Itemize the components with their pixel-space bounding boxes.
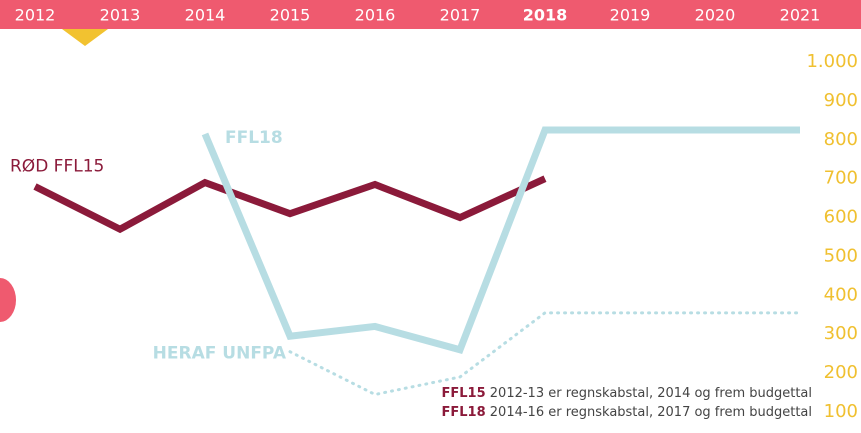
note: FFL18 2014-16 er regnskabstal, 2017 og f… bbox=[442, 405, 813, 420]
note: FFL15 2012-13 er regnskabstal, 2014 og f… bbox=[442, 386, 813, 401]
x-tick-label: 2018 bbox=[523, 6, 568, 25]
notes: FFL15 2012-13 er regnskabstal, 2014 og f… bbox=[442, 386, 813, 420]
x-tick-label: 2020 bbox=[695, 6, 736, 25]
y-tick-label: 1.000 bbox=[806, 51, 858, 72]
y-tick-label: 400 bbox=[824, 284, 858, 305]
x-tick-label: 2017 bbox=[440, 6, 481, 25]
x-tick-label: 2012 bbox=[15, 6, 56, 25]
y-tick-label: 900 bbox=[824, 90, 858, 111]
y-tick-label: 800 bbox=[824, 129, 858, 150]
x-tick-label: 2013 bbox=[100, 6, 141, 25]
x-tick-label: 2016 bbox=[355, 6, 396, 25]
y-tick-label: 600 bbox=[824, 207, 858, 228]
x-tick-label: 2014 bbox=[185, 6, 226, 25]
series-label: HERAF UNFPA bbox=[153, 344, 287, 364]
year-bar bbox=[0, 0, 861, 29]
note-key: FFL15 bbox=[442, 386, 486, 401]
series-line bbox=[33, 175, 547, 234]
y-tick-label: 100 bbox=[824, 401, 858, 422]
y-tick-label: 500 bbox=[824, 245, 858, 266]
x-tick-label: 2015 bbox=[270, 6, 311, 25]
x-tick-label: 2019 bbox=[610, 6, 651, 25]
note-text: 2012-13 er regnskabstal, 2014 og frem bu… bbox=[486, 386, 812, 401]
marker-deco bbox=[62, 29, 108, 46]
note-text: 2014-16 er regnskabstal, 2017 og frem bu… bbox=[486, 405, 812, 420]
series-label: RØD FFL15 bbox=[10, 156, 104, 176]
y-tick-label: 300 bbox=[824, 323, 858, 344]
y-tick-label: 700 bbox=[824, 168, 858, 189]
x-tick-label: 2021 bbox=[780, 6, 821, 25]
series-line bbox=[201, 126, 800, 354]
y-tick-label: 200 bbox=[824, 362, 858, 383]
side-deco bbox=[0, 278, 16, 322]
series-label: FFL18 bbox=[225, 128, 283, 148]
series-line bbox=[288, 311, 802, 397]
note-key: FFL18 bbox=[442, 405, 486, 420]
